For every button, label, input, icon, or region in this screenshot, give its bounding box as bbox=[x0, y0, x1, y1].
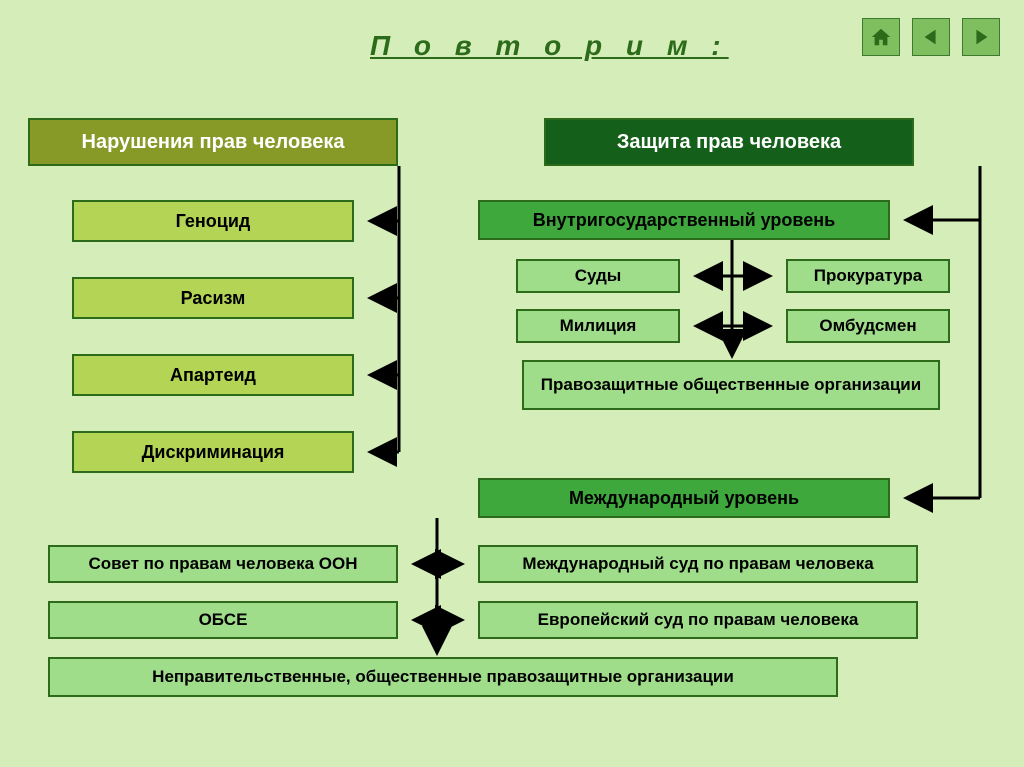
node-domestic: Внутригосударственный уровень bbox=[478, 200, 890, 240]
node-eu_court: Европейский суд по правам человека bbox=[478, 601, 918, 639]
prev-button[interactable] bbox=[912, 18, 950, 56]
page-title: П о в т о р и м : bbox=[370, 30, 729, 62]
node-violations: Нарушения прав человека bbox=[28, 118, 398, 166]
node-ombudsman: Омбудсмен bbox=[786, 309, 950, 343]
node-intl_ngo: Неправительственные, общественные правоз… bbox=[48, 657, 838, 697]
arrow-left-icon bbox=[920, 26, 942, 48]
node-militia: Милиция bbox=[516, 309, 680, 343]
node-intl_court: Международный суд по правам человека bbox=[478, 545, 918, 583]
home-icon bbox=[870, 26, 892, 48]
node-discrimination: Дискриминация bbox=[72, 431, 354, 473]
next-button[interactable] bbox=[962, 18, 1000, 56]
node-osce: ОБСЕ bbox=[48, 601, 398, 639]
node-apartheid: Апартеид bbox=[72, 354, 354, 396]
node-un_council: Совет по правам человека ООН bbox=[48, 545, 398, 583]
node-genocide: Геноцид bbox=[72, 200, 354, 242]
home-button[interactable] bbox=[862, 18, 900, 56]
node-international: Международный уровень bbox=[478, 478, 890, 518]
arrow-right-icon bbox=[970, 26, 992, 48]
node-racism: Расизм bbox=[72, 277, 354, 319]
node-ngo_domestic: Правозащитные общественные организации bbox=[522, 360, 940, 410]
node-courts: Суды bbox=[516, 259, 680, 293]
node-prosecutor: Прокуратура bbox=[786, 259, 950, 293]
node-protection: Защита прав человека bbox=[544, 118, 914, 166]
